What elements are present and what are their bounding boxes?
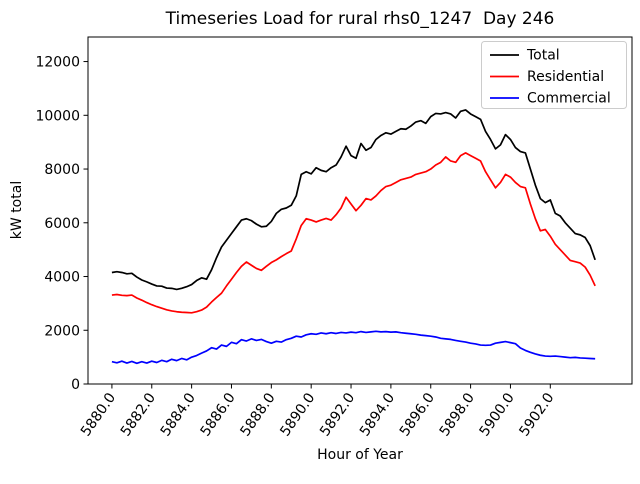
x-tick-label: 5900.0 bbox=[477, 390, 518, 439]
x-axis-label: Hour of Year bbox=[317, 447, 403, 463]
y-axis-label: kW total bbox=[9, 181, 25, 239]
x-tick-label: 5880.0 bbox=[78, 390, 119, 439]
legend-box bbox=[481, 41, 627, 109]
chart-title: Timeseries Load for rural rhs0_1247 Day … bbox=[165, 9, 555, 29]
legend-label-commercial: Commercial bbox=[527, 91, 611, 107]
x-tick-label: 5882.0 bbox=[118, 390, 159, 439]
series-line-commercial bbox=[111, 330, 596, 365]
x-tick-label: 5902.0 bbox=[516, 390, 557, 439]
x-tick-label: 5890.0 bbox=[277, 390, 318, 439]
x-tick-label: 5894.0 bbox=[357, 390, 398, 439]
y-tick-label: 8000 bbox=[44, 162, 80, 178]
x-tick-label: 5896.0 bbox=[397, 390, 438, 439]
x-tick-label: 5886.0 bbox=[198, 390, 239, 439]
y-axis-ticks: 0 2000 4000 6000 8000 10000 12000 bbox=[35, 55, 88, 393]
legend-label-total: Total bbox=[526, 48, 560, 64]
series-line-residential bbox=[111, 152, 596, 314]
y-tick-label: 0 bbox=[71, 377, 80, 393]
x-tick-label: 5884.0 bbox=[158, 390, 199, 439]
axes-frame bbox=[87, 36, 633, 385]
y-tick-label: 4000 bbox=[44, 270, 80, 286]
x-tick-label: 5888.0 bbox=[237, 390, 278, 439]
y-tick-label: 2000 bbox=[44, 323, 80, 339]
x-tick-label: 5892.0 bbox=[317, 390, 358, 439]
y-tick-label: 10000 bbox=[35, 108, 80, 124]
series-lines bbox=[111, 109, 596, 365]
x-axis-ticks: 5880.05882.05884.05886.05888.05890.05892… bbox=[78, 384, 558, 439]
series-line-total bbox=[111, 109, 596, 291]
legend: Total Residential Commercial bbox=[481, 41, 627, 109]
x-tick-label: 5898.0 bbox=[437, 390, 478, 439]
legend-label-residential: Residential bbox=[527, 69, 604, 85]
y-tick-label: 12000 bbox=[35, 55, 80, 71]
y-tick-label: 6000 bbox=[44, 216, 80, 232]
